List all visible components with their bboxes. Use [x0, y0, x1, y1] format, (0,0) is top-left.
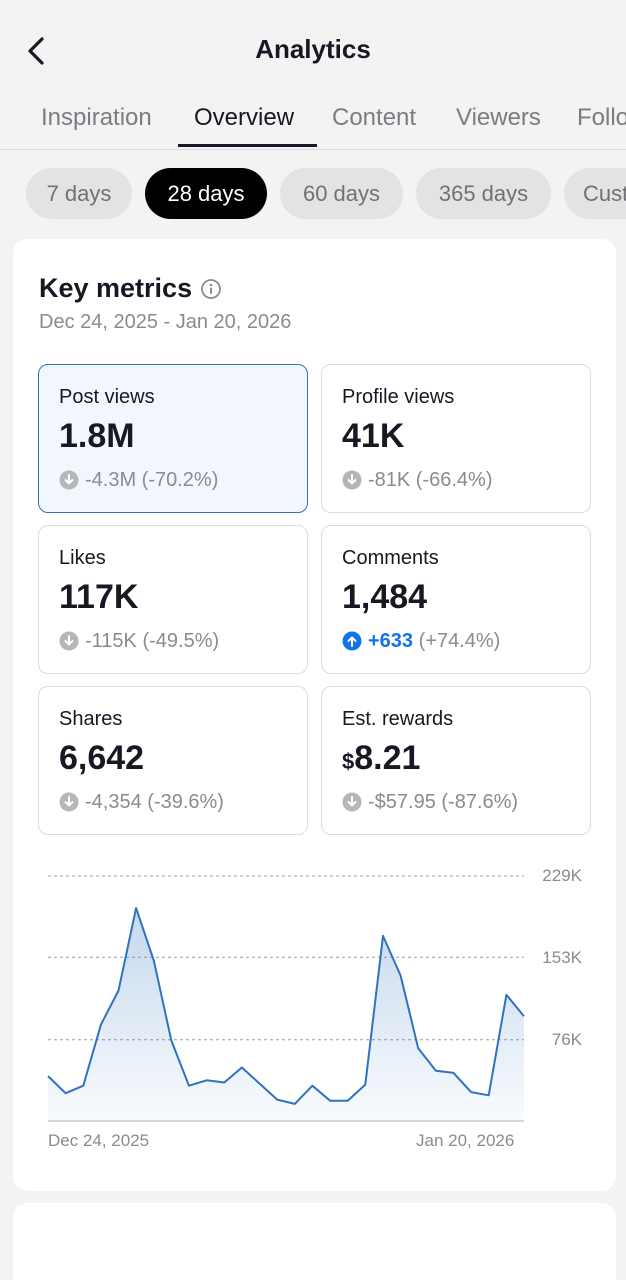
data-point [116, 987, 122, 993]
data-point [274, 1097, 280, 1103]
date-range-selector: 7 days 28 days 60 days 365 days Custom [0, 168, 626, 222]
data-point [362, 1082, 368, 1088]
range-7-days[interactable]: 7 days [26, 168, 132, 219]
range-365-days[interactable]: 365 days [416, 168, 551, 219]
chart-canvas [45, 875, 527, 1122]
arrow-down-circle-icon [342, 470, 362, 490]
metric-label: Post views [59, 386, 155, 408]
y-tick-label: 229K [542, 866, 582, 885]
data-point [433, 1068, 439, 1074]
metric-label: Shares [59, 708, 123, 730]
data-point [257, 1081, 263, 1087]
metric-value: 1.8M [59, 417, 135, 455]
post-views-chart: 229K 153K 76K Dec 24, 2025 Jan 20, 2026 [13, 859, 616, 1159]
metric-tile-shares[interactable]: Shares 6,642 -4,354 (-39.6%) [38, 686, 308, 835]
x-end-label: Jan 20, 2026 [416, 1131, 515, 1150]
data-point [204, 1077, 210, 1083]
chevron-left-icon[interactable] [22, 34, 52, 68]
data-point [45, 1073, 51, 1079]
metric-change: -$57.95 (-87.6%) [342, 791, 518, 814]
arrow-down-circle-icon [59, 470, 79, 490]
metric-label: Profile views [342, 386, 455, 408]
metric-label: Likes [59, 547, 106, 569]
data-point [221, 1079, 227, 1085]
info-circle-icon[interactable] [200, 278, 222, 300]
arrow-down-circle-icon [59, 631, 79, 651]
currency-symbol: $ [342, 749, 355, 774]
data-point [98, 1022, 104, 1028]
metric-value: 117K [59, 578, 139, 616]
y-tick-label: 76K [551, 1030, 582, 1049]
tab-viewers[interactable]: Viewers [456, 104, 541, 131]
key-metrics-card: Key metrics Dec 24, 2025 - Jan 20, 2026 … [13, 239, 616, 1191]
data-point [327, 1098, 333, 1104]
tab-followers[interactable]: Followers [577, 104, 626, 131]
data-point [168, 1038, 174, 1044]
metric-change: -81K (-66.4%) [342, 469, 493, 492]
data-point [239, 1065, 245, 1071]
metric-label: Est. rewards [342, 708, 454, 730]
range-28-days[interactable]: 28 days [145, 168, 267, 219]
metric-change: +633 (+74.4%) [342, 630, 500, 653]
range-custom[interactable]: Custom [564, 168, 626, 219]
metric-change: -4.3M (-70.2%) [59, 469, 218, 492]
metric-tile-likes[interactable]: Likes 117K -115K (-49.5%) [38, 525, 308, 674]
next-section-card [13, 1203, 616, 1280]
arrow-up-circle-icon [342, 631, 362, 651]
metric-label: Comments [342, 547, 439, 569]
header: Analytics [0, 0, 626, 100]
arrow-down-circle-icon [59, 792, 79, 812]
data-point [345, 1098, 351, 1104]
tab-bar: Inspiration Overview Content Viewers Fol… [0, 96, 626, 150]
data-point [415, 1045, 421, 1051]
data-point [309, 1083, 315, 1089]
data-point [398, 972, 404, 978]
data-point [468, 1089, 474, 1095]
metric-tile-profile-views[interactable]: Profile views 41K -81K (-66.4%) [321, 364, 591, 513]
tab-overview[interactable]: Overview [194, 104, 295, 131]
metric-tile-est-rewards[interactable]: Est. rewards $8.21 -$57.95 (-87.6%) [321, 686, 591, 835]
metric-change: -4,354 (-39.6%) [59, 791, 224, 814]
page-title: Analytics [255, 34, 371, 64]
data-point [292, 1101, 298, 1107]
series-area [48, 908, 524, 1121]
data-point [450, 1070, 456, 1076]
metric-change: -115K (-49.5%) [59, 630, 219, 653]
metric-value: $8.21 [342, 739, 421, 777]
metric-value: 6,642 [59, 739, 145, 777]
tab-inspiration[interactable]: Inspiration [41, 104, 152, 131]
metric-value: 41K [342, 417, 405, 455]
data-point [151, 958, 157, 964]
metric-tile-comments[interactable]: Comments 1,484 +633 (+74.4%) [321, 525, 591, 674]
metric-value: 1,484 [342, 578, 428, 616]
data-point [380, 933, 386, 939]
metric-tile-post-views[interactable]: Post views 1.8M -4.3M (-70.2%) [38, 364, 308, 513]
data-point [503, 992, 509, 998]
data-point [486, 1092, 492, 1098]
key-metrics-title: Key metrics [39, 273, 193, 303]
range-60-days[interactable]: 60 days [280, 168, 403, 219]
data-point [63, 1090, 69, 1096]
arrow-down-circle-icon [342, 792, 362, 812]
x-start-label: Dec 24, 2025 [48, 1131, 150, 1150]
y-tick-label: 153K [542, 948, 582, 967]
date-range-label: Dec 24, 2025 - Jan 20, 2026 [39, 311, 292, 333]
active-tab-indicator [178, 144, 317, 147]
tab-content[interactable]: Content [332, 104, 417, 131]
data-point [133, 905, 139, 911]
data-point [521, 1013, 527, 1019]
data-point [80, 1083, 86, 1089]
data-point [186, 1083, 192, 1089]
series-line [47, 907, 525, 1105]
